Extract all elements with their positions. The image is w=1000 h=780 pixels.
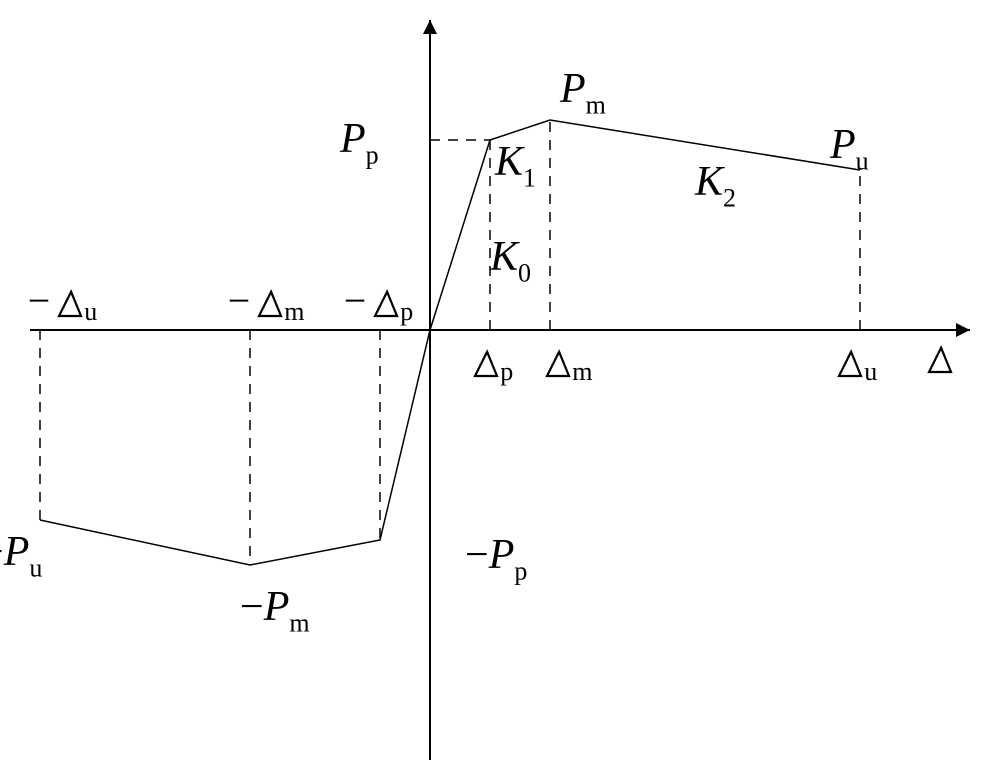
label-neg-dm-sub: m: [284, 297, 304, 326]
label-K0: K0: [489, 234, 531, 288]
label-neg-du-tri-icon: [59, 292, 81, 316]
skeleton-curve: [40, 120, 860, 565]
label-neg-du-sub: u: [84, 297, 97, 326]
label-Pm: Pm: [559, 66, 606, 120]
label-K2: K2: [694, 159, 736, 213]
label-du-tri-icon: [839, 352, 861, 376]
y-axis-arrow: [423, 20, 437, 34]
label-dm-tri-icon: [547, 352, 569, 376]
label-dp-sub: p: [500, 357, 513, 386]
label-dp-tri-icon: [475, 352, 497, 376]
label-neg-du-minus: −: [28, 278, 51, 323]
label-neg-dp-sub: p: [400, 297, 413, 326]
label-neg-dp-minus: −: [344, 278, 367, 323]
label-neg-Pm: −Pm: [240, 584, 310, 638]
label-dm-sub: m: [572, 357, 592, 386]
label-du-sub: u: [864, 357, 877, 386]
label-K1: K1: [494, 139, 536, 193]
label-neg-dp-tri-icon: [375, 292, 397, 316]
label-neg-dm-minus: −: [228, 278, 251, 323]
label-Pu: Pu: [829, 122, 869, 176]
label-Pp: Pp: [339, 116, 379, 170]
label-neg-dm-tri-icon: [259, 292, 281, 316]
x-axis-label-tri-icon: [929, 348, 951, 372]
label-neg-Pu: −Pu: [0, 529, 42, 583]
x-axis-arrow: [956, 323, 970, 337]
label-neg-Pp: −Pp: [465, 532, 527, 586]
